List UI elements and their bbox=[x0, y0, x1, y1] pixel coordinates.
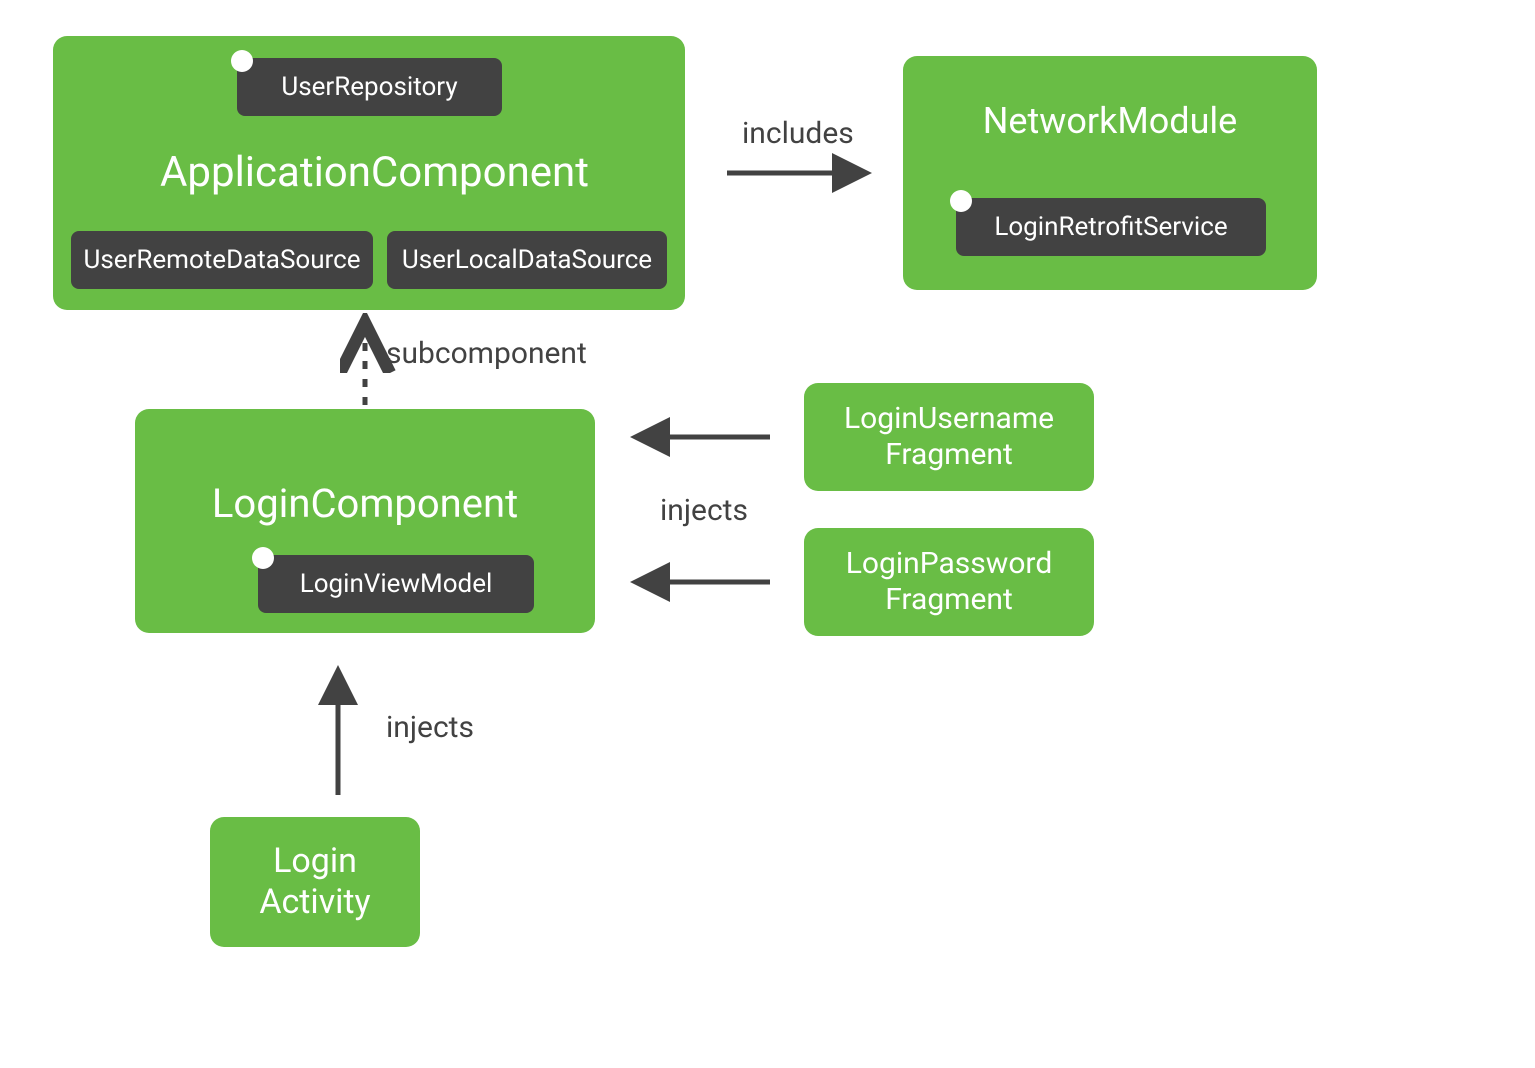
subcomponent-edge-label: subcomponent bbox=[386, 336, 587, 371]
login-username-fragment-line1: LoginUsername bbox=[844, 401, 1054, 437]
login-activity-block: Login Activity bbox=[210, 817, 420, 947]
login-viewmodel-label: LoginViewModel bbox=[300, 569, 493, 599]
login-password-fragment-line2: Fragment bbox=[885, 582, 1013, 618]
user-local-datasource-label: UserLocalDataSource bbox=[402, 245, 652, 275]
login-retrofit-service-label: LoginRetrofitService bbox=[994, 212, 1227, 242]
login-username-fragment-block: LoginUsername Fragment bbox=[804, 383, 1094, 491]
user-remote-datasource-pill: UserRemoteDataSource bbox=[71, 231, 373, 289]
login-component-title: LoginComponent bbox=[200, 480, 530, 527]
user-repository-dot-icon bbox=[231, 50, 253, 72]
login-password-fragment-line1: LoginPassword bbox=[846, 546, 1052, 582]
login-password-fragment-block: LoginPassword Fragment bbox=[804, 528, 1094, 636]
login-activity-line1: Login bbox=[273, 841, 357, 882]
user-repository-label: UserRepository bbox=[281, 72, 457, 102]
includes-edge-label: includes bbox=[742, 116, 854, 151]
user-local-datasource-pill: UserLocalDataSource bbox=[387, 231, 667, 289]
user-remote-datasource-label: UserRemoteDataSource bbox=[83, 245, 360, 275]
login-retrofit-dot-icon bbox=[950, 190, 972, 212]
injects-right-edge-label: injects bbox=[660, 493, 748, 528]
login-retrofit-service-pill: LoginRetrofitService bbox=[956, 198, 1266, 256]
login-viewmodel-dot-icon bbox=[252, 547, 274, 569]
login-viewmodel-pill: LoginViewModel bbox=[258, 555, 534, 613]
application-component-title: ApplicationComponent bbox=[160, 148, 580, 197]
login-activity-line2: Activity bbox=[259, 882, 370, 923]
injects-activity-edge-label: injects bbox=[386, 710, 474, 745]
network-module-title: NetworkModule bbox=[960, 100, 1260, 142]
user-repository-pill: UserRepository bbox=[237, 58, 502, 116]
login-username-fragment-line2: Fragment bbox=[885, 437, 1013, 473]
